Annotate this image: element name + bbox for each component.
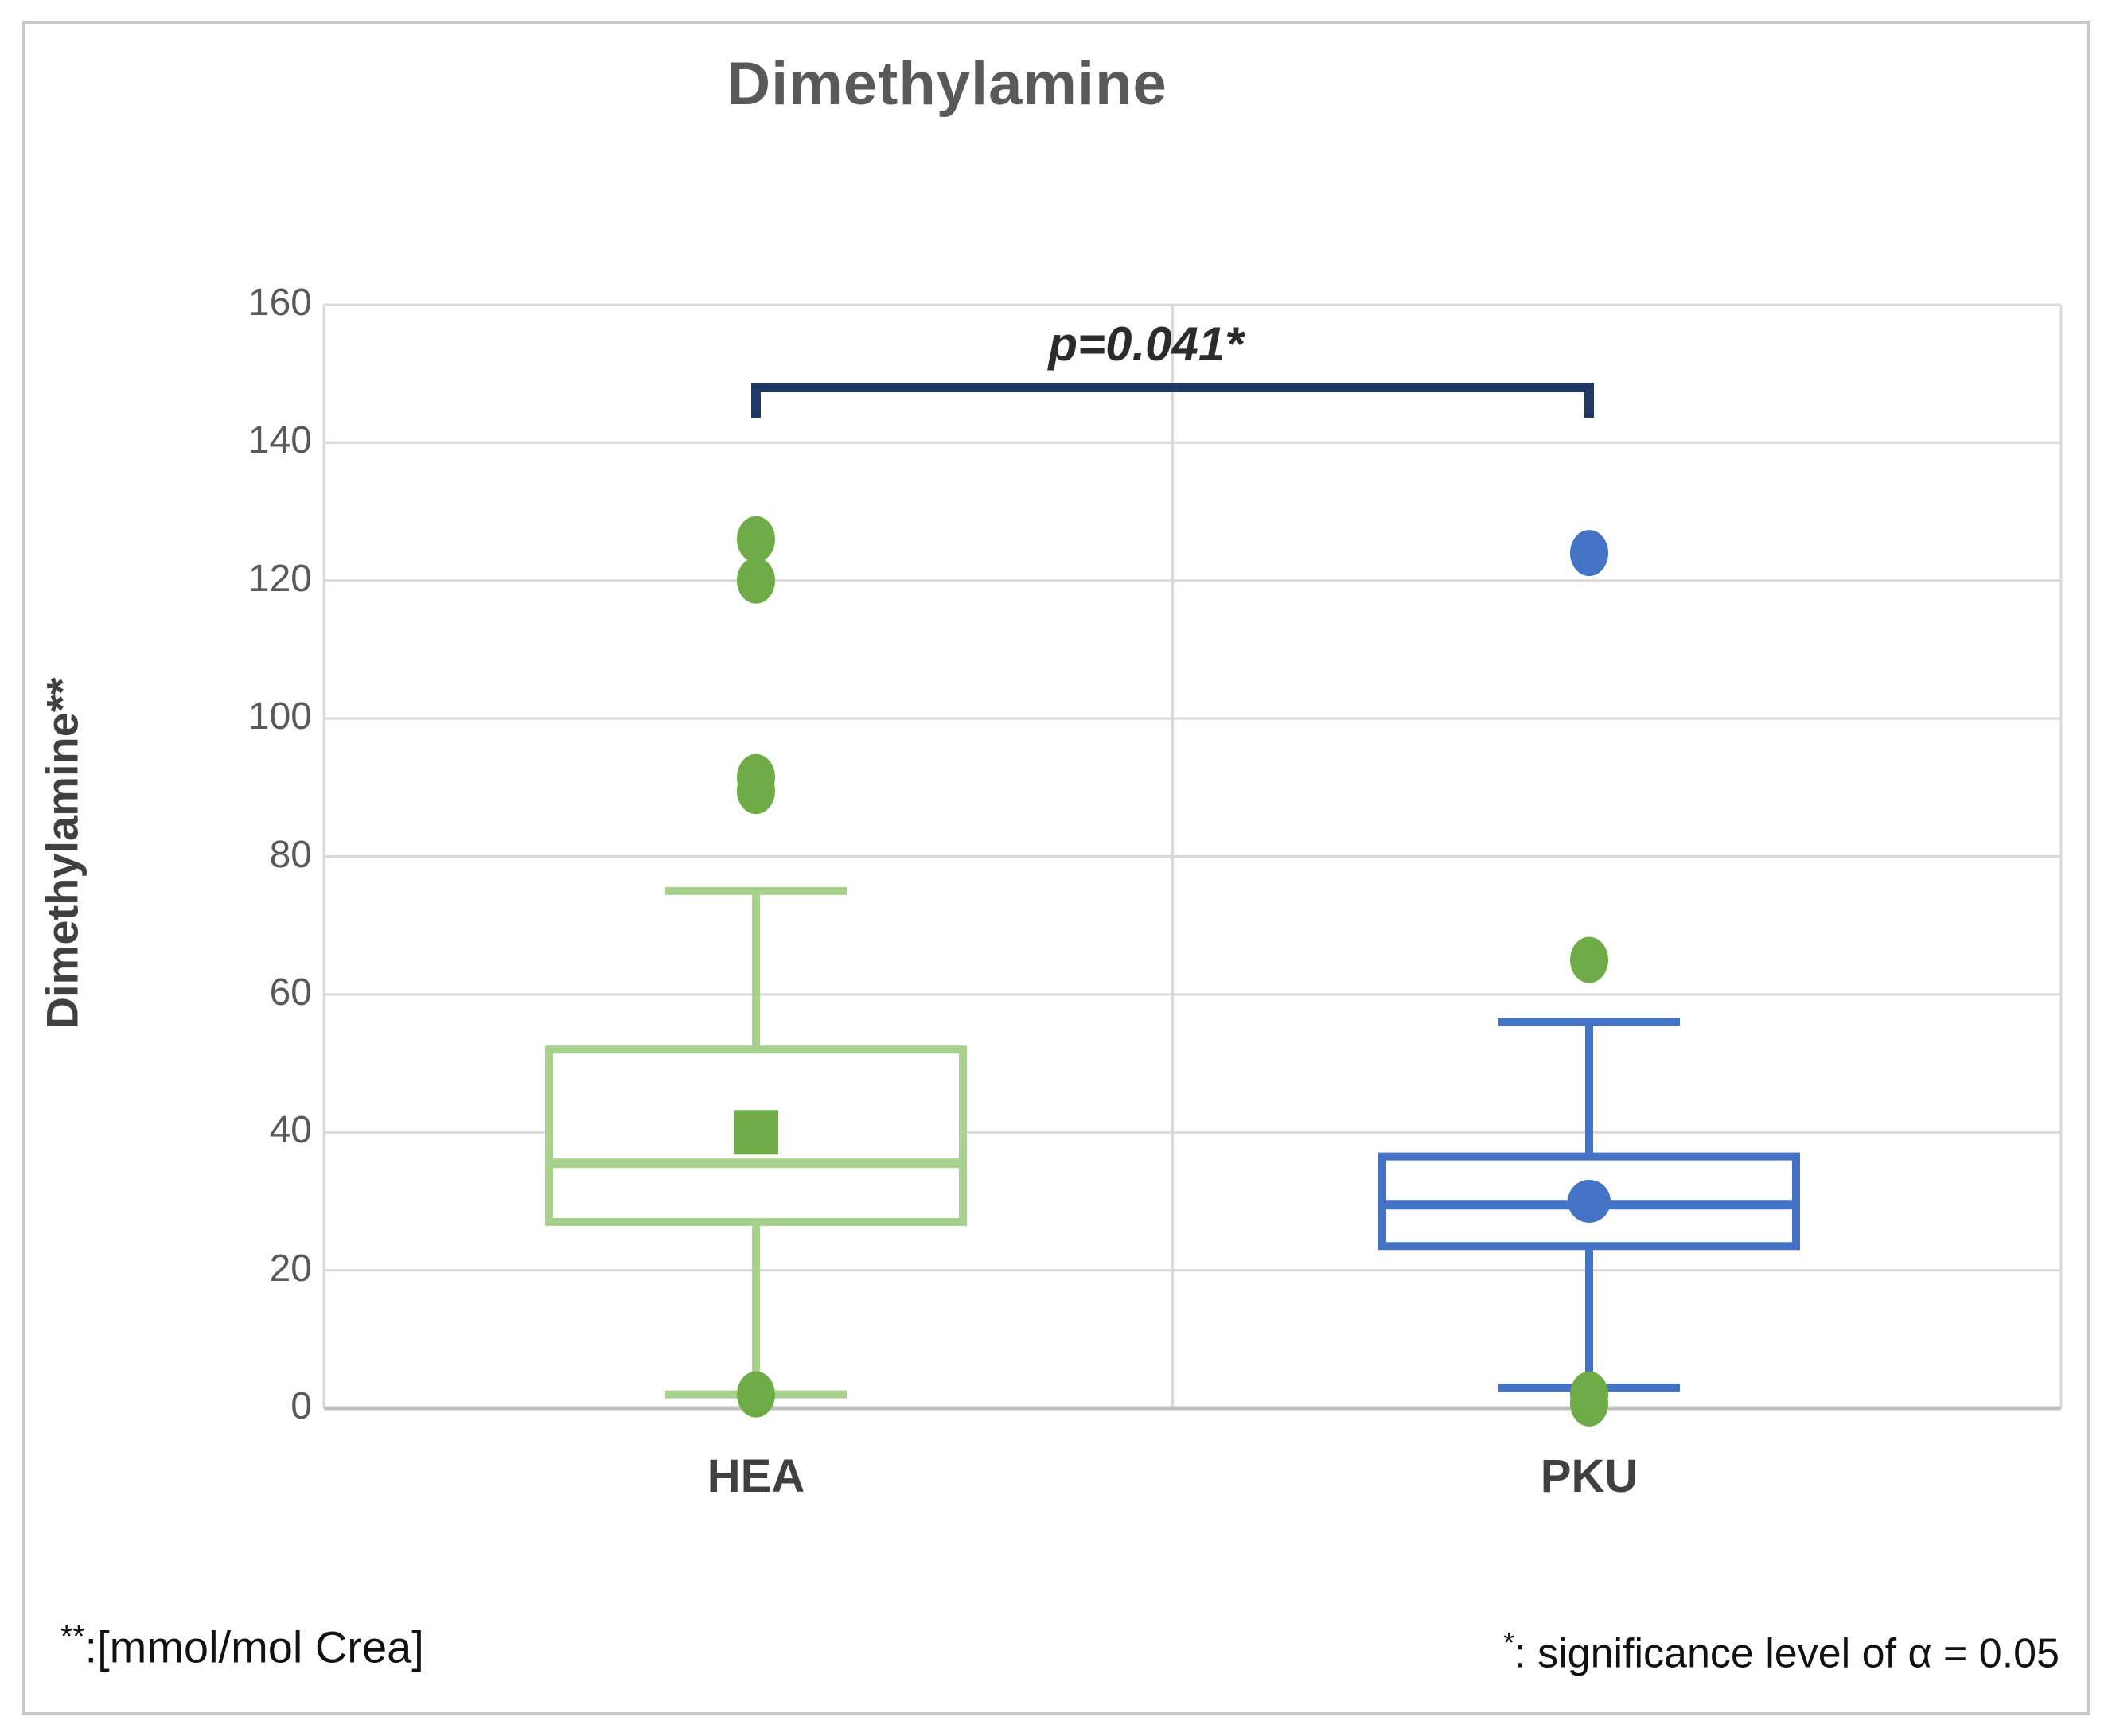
- footnote-significance: *: significance level of α = 0.05: [1503, 1626, 2059, 1677]
- x-label-hea: HEA: [707, 1450, 805, 1502]
- y-tick-label-40: 40: [269, 1109, 312, 1152]
- y-tick-label-60: 60: [269, 971, 312, 1014]
- footnote-significance-asterisk: *: [1503, 1626, 1515, 1659]
- pku-mean-marker: [1568, 1179, 1611, 1223]
- chart-title: Dimethylamine: [727, 50, 1167, 118]
- hea-outlier-120: [737, 557, 775, 604]
- hea-outlier-2: [737, 1371, 775, 1418]
- y-tick-label-20: 20: [269, 1247, 312, 1290]
- footnote-units-text: :[mmol/mol Crea]: [84, 1621, 424, 1672]
- hea-outlier-89.5: [737, 768, 775, 815]
- hea-mean-marker: [734, 1110, 778, 1155]
- pku-outlier-65: [1570, 936, 1608, 983]
- y-tick-label-160: 160: [247, 282, 312, 324]
- p-value-annotation: p=0.041*: [1048, 317, 1244, 371]
- pku-outlier-124: [1570, 530, 1608, 577]
- hea-outlier-126: [737, 516, 775, 562]
- footnote-units: **:[mmol/mol Crea]: [60, 1620, 424, 1673]
- y-tick-label-140: 140: [247, 419, 312, 462]
- x-label-pku: PKU: [1540, 1450, 1639, 1502]
- y-tick-label-120: 120: [247, 557, 312, 600]
- pku-outlier-0.7: [1570, 1380, 1608, 1427]
- footnote-significance-text: : significance level of α = 0.05: [1514, 1630, 2059, 1677]
- footnote-units-asterisks: **: [60, 1620, 85, 1654]
- y-tick-label-0: 0: [290, 1385, 312, 1427]
- y-tick-label-100: 100: [247, 695, 312, 738]
- significance-bracket: [751, 383, 1594, 418]
- y-tick-label-80: 80: [269, 833, 312, 876]
